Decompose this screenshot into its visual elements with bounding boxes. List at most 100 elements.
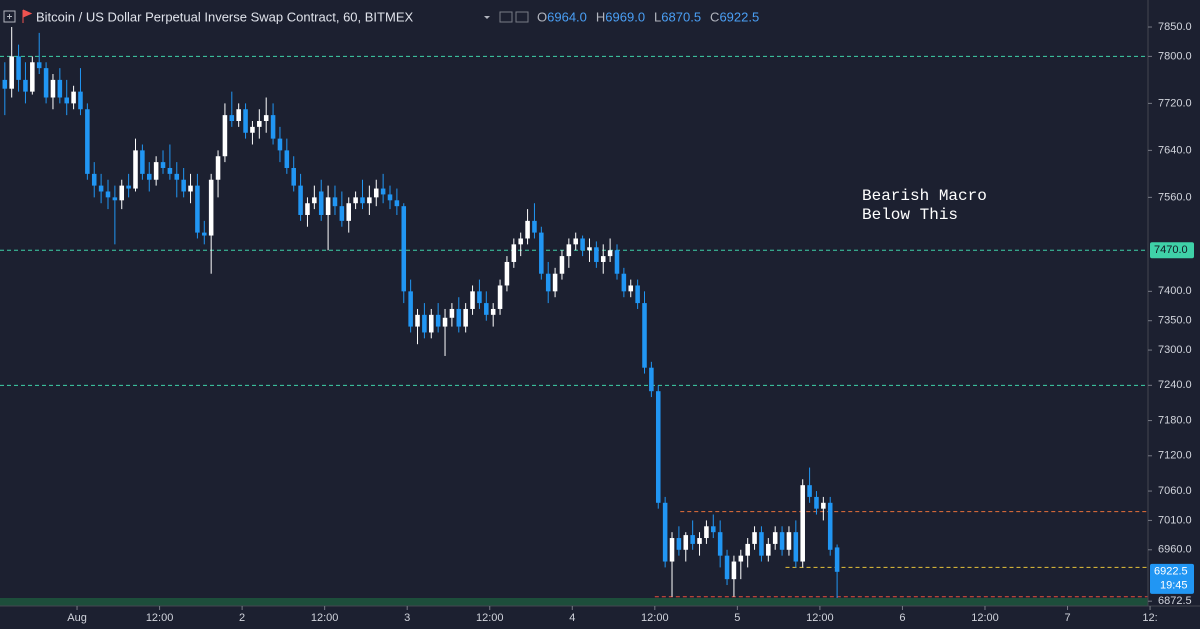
candle-body [98,185,104,192]
candle-body [477,291,482,304]
candle-body [408,291,413,327]
candle-body [119,185,125,201]
candle-body [146,173,152,180]
candle-body [793,532,799,562]
candle-body [766,543,771,556]
annotation: Below This [862,206,958,224]
candle-body [511,244,517,262]
candle-body [628,285,634,292]
candle-body [43,68,49,98]
candle-body [78,91,83,110]
candle-body [126,185,131,189]
candle-body [105,191,111,198]
candle-body [573,238,578,245]
y-tick-label: 7300.0 [1158,344,1192,356]
candle-body [270,115,276,139]
candle-body [387,194,393,201]
candle-body [497,285,503,309]
candle-body [305,203,310,215]
candle-body [57,79,63,98]
dropdown[interactable] [484,16,490,19]
x-tick-label: 12:00 [971,612,999,624]
volume-strip [0,598,1148,606]
candle-body [429,314,434,333]
candle-body [786,532,792,550]
candle-body [353,197,358,204]
x-tick-label: 7 [1064,612,1070,624]
candle-body [401,206,407,292]
header: Bitcoin / US Dollar Perpetual Inverse Sw… [3,9,759,24]
x-tick-label: 12:00 [806,612,834,624]
icon[interactable] [3,10,16,23]
y-tick-label: 7180.0 [1158,414,1192,426]
line-price-text: 7470.0 [1154,244,1188,256]
icon[interactable] [499,11,513,23]
legend-key: O [537,9,547,24]
candle-body [711,526,716,533]
candle-body [642,303,647,368]
candle-body [277,138,283,151]
candle-body [2,79,8,89]
candle-body [655,391,661,503]
annotation: Bearish Macro [862,187,987,205]
x-tick-label: 2 [239,612,245,624]
candle-body [525,220,530,239]
candle-body [380,188,386,195]
candle-body [566,244,572,257]
candle-body [50,79,56,98]
y-tick-label: 7060.0 [1158,485,1192,497]
candle-body [779,532,785,550]
candle-body [373,188,379,198]
candle-body [807,485,812,497]
candle-body [463,308,468,327]
candle-body [821,502,826,509]
candle-body [484,303,489,315]
candle-body [532,220,537,233]
price-axis [1148,0,1200,629]
candle-body [614,250,620,274]
icon[interactable] [515,11,529,23]
candle-body [738,555,744,562]
candle-body [827,502,833,550]
legend-value: 6969.0 [605,9,645,24]
candle-body [195,185,200,233]
y-tick-label: 7350.0 [1158,315,1192,327]
candle-body [160,162,166,168]
candle-body [23,79,28,92]
candle-body [559,256,565,274]
candle-body [91,173,97,186]
candle-body [36,62,42,69]
candle-body [394,200,400,207]
candle-body [752,532,757,544]
candle-body [490,308,496,315]
candle-body [263,115,269,121]
y-tick-label: 6872.5 [1158,595,1192,607]
candle-body [717,532,723,556]
candle-body [635,285,640,304]
candle-body [545,273,551,292]
y-tick-label: 6960.0 [1158,544,1192,556]
candle-body [71,91,76,104]
x-tick-label: 12: [1142,612,1157,624]
symbol-title[interactable]: Bitcoin / US Dollar Perpetual Inverse Sw… [36,9,413,24]
candle-body [690,535,695,544]
candle-body [367,197,372,204]
current-price: 6922.5 [1154,566,1188,578]
legend-value: 6870.5 [661,9,701,24]
candle-body [360,197,365,204]
candle-body [312,197,317,204]
candle-body [339,206,345,221]
y-tick-label: 7640.0 [1158,144,1192,156]
axes: 7850.0 7800.0 7720.0 7640.0 7560.0 7400.0 7350… [67,21,1194,624]
legend-value: 6964.0 [547,9,587,24]
x-tick-label: 4 [569,612,575,624]
plot [0,27,1148,603]
legend-key: H [596,9,605,24]
y-tick-label: 7850.0 [1158,21,1192,33]
candle-body [222,115,228,157]
candle-body [745,543,750,556]
x-tick-label: 12:00 [476,612,504,624]
candle-body [30,62,35,92]
candle-body [153,162,159,180]
candle-body [9,56,14,89]
